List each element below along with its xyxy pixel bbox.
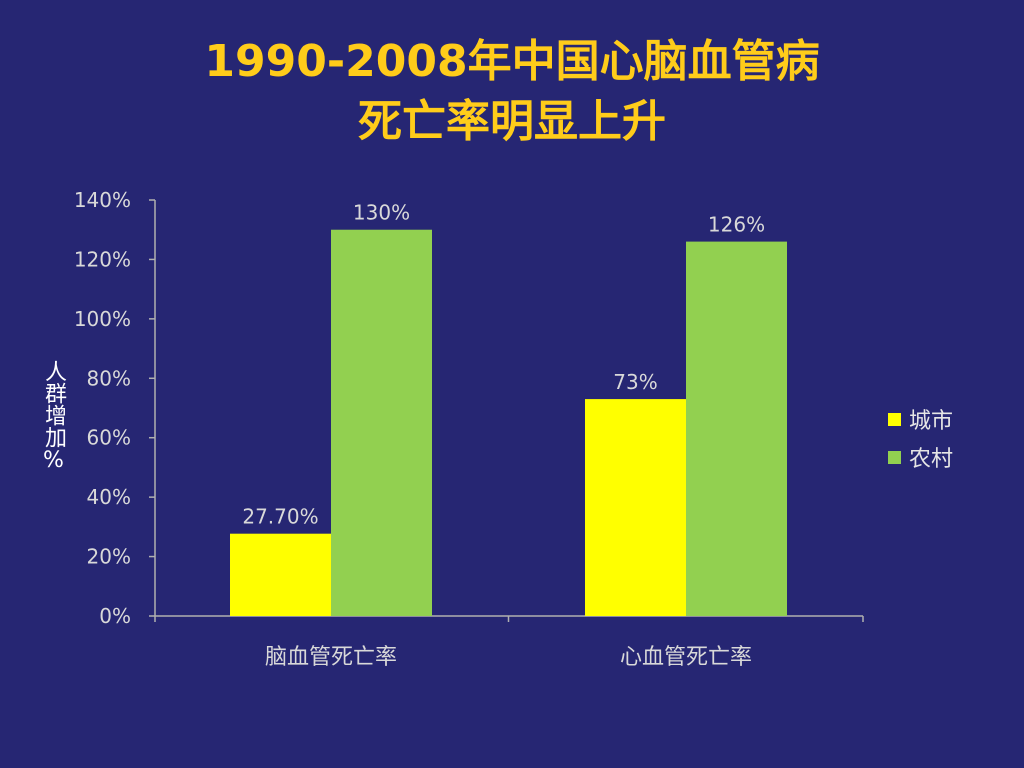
data-label: 126% xyxy=(708,213,765,237)
y-tick-label: 0% xyxy=(99,604,131,628)
x-category-label: 脑血管死亡率 xyxy=(265,645,397,670)
y-tick-label: 120% xyxy=(74,247,131,271)
y-tick-label: 40% xyxy=(87,485,131,509)
legend-item-rural: 农村 xyxy=(888,438,953,476)
y-tick-label: 80% xyxy=(87,366,131,390)
bar-rural-1 xyxy=(686,241,787,616)
bar-urban-0 xyxy=(230,533,331,616)
bar-urban-1 xyxy=(585,399,686,616)
legend: 城市 农村 xyxy=(888,400,953,476)
legend-item-urban: 城市 xyxy=(888,400,953,438)
y-tick-label: 60% xyxy=(87,426,131,450)
data-label: 27.70% xyxy=(242,505,318,529)
y-tick-label: 20% xyxy=(87,545,131,569)
y-tick-label: 140% xyxy=(74,188,131,212)
title-line-2: 死亡率明显上升 xyxy=(358,96,666,147)
title-line-1: 1990-2008年中国心脑血管病 xyxy=(204,36,820,87)
bar-rural-0 xyxy=(331,229,432,616)
y-tick-label: 100% xyxy=(74,307,131,331)
x-category-label: 心血管死亡率 xyxy=(620,645,752,670)
y-axis-label: 人群增加% xyxy=(41,360,66,473)
legend-label-urban: 城市 xyxy=(909,409,954,434)
data-label: 130% xyxy=(353,201,410,225)
legend-swatch-rural xyxy=(888,450,901,464)
slide-title: 1990-2008年中国心脑血管病 死亡率明显上升 xyxy=(0,32,1024,152)
legend-swatch-urban xyxy=(888,412,901,426)
legend-label-rural: 农村 xyxy=(909,447,954,472)
data-label: 73% xyxy=(613,370,657,394)
